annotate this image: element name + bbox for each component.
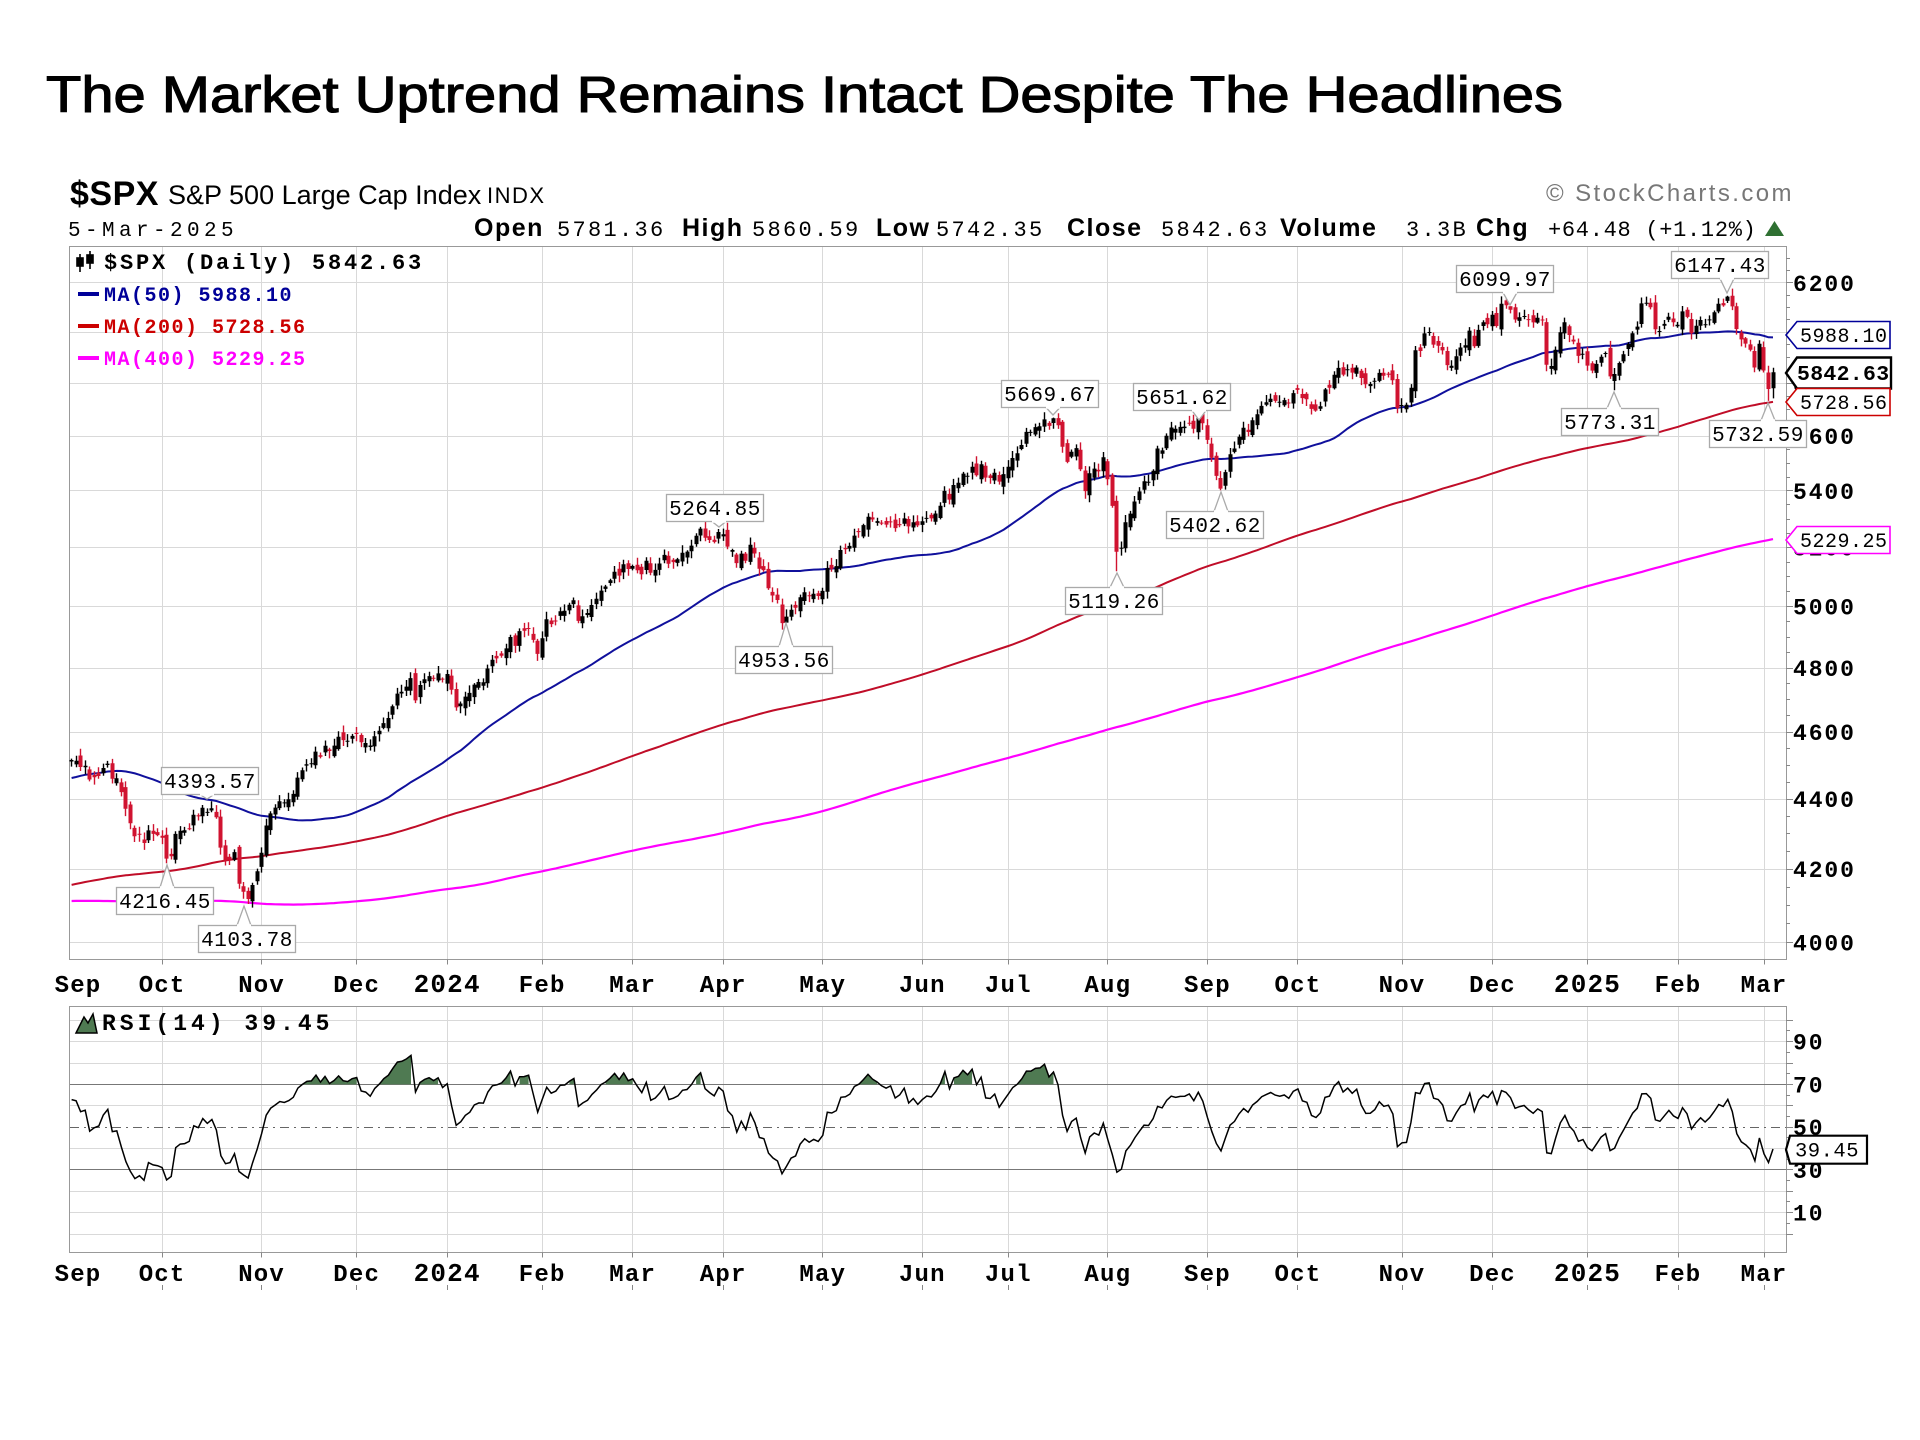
svg-text:MA(50) 5988.10: MA(50) 5988.10 [104, 285, 293, 308]
svg-text:2025: 2025 [1554, 1259, 1621, 1289]
svg-text:Oct: Oct [1274, 1262, 1321, 1289]
svg-text:70: 70 [1793, 1073, 1824, 1099]
svg-text:6147.43: 6147.43 [1674, 256, 1766, 279]
svg-text:Jul: Jul [985, 973, 1032, 1000]
svg-text:Sep: Sep [55, 973, 102, 1000]
svg-text:Dec: Dec [333, 1262, 380, 1289]
svg-text:$SPX (Daily) 5842.63: $SPX (Daily) 5842.63 [104, 251, 424, 276]
svg-text:39.45: 39.45 [1795, 1141, 1859, 1164]
svg-text:6200: 6200 [1793, 272, 1856, 298]
svg-text:Dec: Dec [1469, 973, 1516, 1000]
svg-text:5402.62: 5402.62 [1169, 516, 1261, 539]
svg-text:Apr: Apr [700, 1262, 747, 1289]
svg-text:3.3B: 3.3B [1406, 218, 1468, 243]
svg-text:Jun: Jun [899, 973, 946, 1000]
svg-text:MA(200) 5728.56: MA(200) 5728.56 [104, 317, 307, 340]
svg-text:4000: 4000 [1793, 932, 1856, 958]
svg-text:MA(400) 5229.25: MA(400) 5229.25 [104, 349, 307, 372]
svg-text:5732.59: 5732.59 [1712, 425, 1804, 448]
svg-text:4800: 4800 [1793, 657, 1856, 683]
svg-text:$SPX: $SPX [70, 175, 159, 213]
svg-text:Feb: Feb [1655, 1262, 1702, 1289]
svg-text:INDX: INDX [487, 183, 546, 208]
svg-text:Dec: Dec [1469, 1262, 1516, 1289]
svg-text:90: 90 [1793, 1031, 1824, 1057]
svg-text:Nov: Nov [1379, 973, 1426, 1000]
svg-text:© StockCharts.com: © StockCharts.com [1546, 180, 1794, 207]
svg-text:Feb: Feb [519, 973, 566, 1000]
svg-text:RSI(14) 39.45: RSI(14) 39.45 [102, 1011, 333, 1037]
svg-text:2024: 2024 [414, 970, 481, 1000]
svg-text:5000: 5000 [1793, 596, 1856, 622]
svg-text:5264.85: 5264.85 [669, 499, 761, 522]
svg-text:Mar: Mar [609, 1262, 656, 1289]
svg-text:S&P 500 Large Cap Index: S&P 500 Large Cap Index [168, 180, 482, 210]
svg-text:Aug: Aug [1084, 973, 1131, 1000]
svg-text:Nov: Nov [238, 1262, 285, 1289]
svg-text:5860.59: 5860.59 [752, 218, 861, 243]
svg-text:Oct: Oct [1274, 973, 1321, 1000]
svg-text:10: 10 [1793, 1202, 1824, 1228]
svg-text:Nov: Nov [238, 973, 285, 1000]
svg-text:Low: Low [876, 214, 931, 242]
svg-text:5400: 5400 [1793, 480, 1856, 506]
svg-text:5842.63: 5842.63 [1797, 363, 1889, 387]
svg-text:Oct: Oct [139, 1262, 186, 1289]
svg-text:Chg: Chg [1476, 214, 1529, 242]
svg-text:4103.78: 4103.78 [201, 930, 293, 953]
svg-text:Dec: Dec [333, 973, 380, 1000]
svg-text:2024: 2024 [414, 1259, 481, 1289]
svg-text:+64.48 (+1.12%): +64.48 (+1.12%) [1548, 218, 1757, 243]
svg-text:High: High [682, 214, 744, 242]
svg-text:5-Mar-2025: 5-Mar-2025 [68, 220, 238, 243]
svg-text:Feb: Feb [519, 1262, 566, 1289]
svg-text:4200: 4200 [1793, 858, 1856, 884]
svg-text:Nov: Nov [1379, 1262, 1426, 1289]
svg-text:Sep: Sep [1184, 1262, 1231, 1289]
svg-text:4216.45: 4216.45 [119, 892, 211, 915]
svg-text:Mar: Mar [1741, 1262, 1788, 1289]
svg-text:4400: 4400 [1793, 788, 1856, 814]
svg-text:Jul: Jul [985, 1262, 1032, 1289]
svg-text:5988.10: 5988.10 [1800, 326, 1888, 349]
svg-text:5781.36: 5781.36 [557, 218, 666, 243]
svg-text:4953.56: 4953.56 [738, 651, 830, 674]
svg-text:5742.35: 5742.35 [936, 218, 1045, 243]
svg-text:5651.62: 5651.62 [1136, 388, 1228, 411]
svg-text:4600: 4600 [1793, 721, 1856, 747]
svg-text:Mar: Mar [609, 973, 656, 1000]
svg-text:Aug: Aug [1084, 1262, 1131, 1289]
svg-text:Sep: Sep [1184, 973, 1231, 1000]
svg-text:Jun: Jun [899, 1262, 946, 1289]
svg-text:2025: 2025 [1554, 970, 1621, 1000]
svg-text:Open: Open [474, 214, 544, 242]
svg-text:5728.56: 5728.56 [1800, 393, 1888, 416]
svg-text:Apr: Apr [700, 973, 747, 1000]
svg-text:Feb: Feb [1655, 973, 1702, 1000]
svg-text:May: May [799, 973, 846, 1000]
svg-text:6099.97: 6099.97 [1459, 270, 1551, 293]
svg-text:4393.57: 4393.57 [164, 772, 256, 795]
svg-text:Sep: Sep [55, 1262, 102, 1289]
svg-text:May: May [799, 1262, 846, 1289]
svg-text:5229.25: 5229.25 [1800, 531, 1888, 554]
svg-text:5773.31: 5773.31 [1564, 413, 1656, 436]
svg-text:Volume: Volume [1280, 214, 1377, 242]
svg-text:Mar: Mar [1741, 973, 1788, 1000]
svg-text:Oct: Oct [139, 973, 186, 1000]
svg-text:5669.67: 5669.67 [1004, 385, 1096, 408]
svg-text:5842.63: 5842.63 [1161, 218, 1270, 243]
svg-text:The Market Uptrend Remains Int: The Market Uptrend Remains Intact Despit… [46, 66, 1563, 123]
svg-text:Close: Close [1067, 214, 1143, 242]
svg-text:5119.26: 5119.26 [1068, 592, 1160, 615]
